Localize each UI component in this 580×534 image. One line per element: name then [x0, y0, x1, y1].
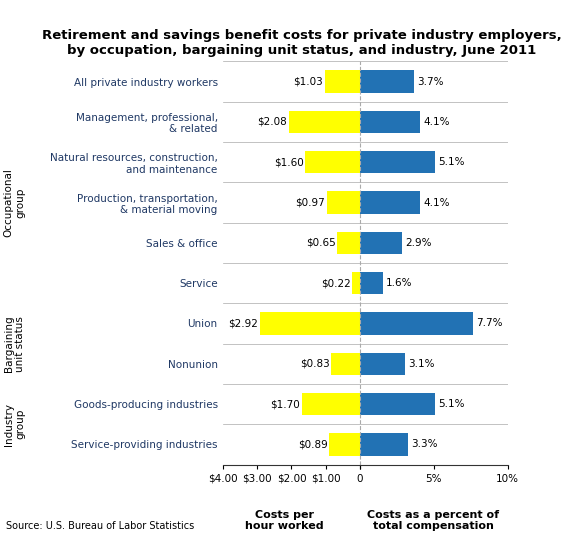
- Text: $0.65: $0.65: [306, 238, 336, 248]
- Text: Retirement and savings benefit costs for private industry employers,
by occupati: Retirement and savings benefit costs for…: [42, 29, 561, 57]
- Bar: [289, 111, 360, 133]
- Bar: [360, 111, 420, 133]
- Bar: [360, 312, 473, 335]
- Text: $2.92: $2.92: [229, 318, 259, 328]
- Text: $1.03: $1.03: [293, 76, 323, 87]
- Text: Source: U.S. Bureau of Labor Statistics: Source: U.S. Bureau of Labor Statistics: [6, 521, 194, 531]
- Bar: [360, 232, 403, 254]
- Text: $1.60: $1.60: [274, 157, 303, 167]
- Bar: [302, 393, 360, 415]
- Text: $0.83: $0.83: [300, 359, 329, 369]
- Text: Costs as a percent of
total compensation: Costs as a percent of total compensation: [368, 510, 499, 531]
- Text: $1.70: $1.70: [270, 399, 300, 409]
- Text: Costs per
hour worked: Costs per hour worked: [245, 510, 324, 531]
- Bar: [260, 312, 360, 335]
- Text: 7.7%: 7.7%: [476, 318, 503, 328]
- Bar: [305, 151, 360, 174]
- Text: $0.89: $0.89: [298, 439, 328, 450]
- Bar: [360, 352, 405, 375]
- Text: 5.1%: 5.1%: [438, 399, 465, 409]
- Bar: [352, 272, 360, 294]
- Text: Occupational
group: Occupational group: [3, 168, 26, 237]
- Bar: [329, 433, 360, 456]
- Bar: [338, 232, 360, 254]
- Bar: [360, 272, 383, 294]
- Bar: [360, 191, 420, 214]
- Text: 3.7%: 3.7%: [417, 76, 444, 87]
- Bar: [324, 70, 360, 93]
- Bar: [360, 70, 414, 93]
- Bar: [360, 393, 435, 415]
- Bar: [360, 433, 408, 456]
- Text: 3.3%: 3.3%: [411, 439, 438, 450]
- Text: Industry
group: Industry group: [3, 403, 26, 446]
- Bar: [360, 151, 435, 174]
- Text: 4.1%: 4.1%: [423, 117, 450, 127]
- Text: Bargaining
unit status: Bargaining unit status: [3, 315, 26, 372]
- Bar: [331, 352, 360, 375]
- Text: $2.08: $2.08: [258, 117, 287, 127]
- Text: 1.6%: 1.6%: [386, 278, 413, 288]
- Text: 2.9%: 2.9%: [405, 238, 432, 248]
- Bar: [327, 191, 360, 214]
- Text: 4.1%: 4.1%: [423, 198, 450, 208]
- Text: 3.1%: 3.1%: [408, 359, 435, 369]
- Text: 5.1%: 5.1%: [438, 157, 465, 167]
- Text: $0.22: $0.22: [321, 278, 350, 288]
- Text: $0.97: $0.97: [295, 198, 325, 208]
